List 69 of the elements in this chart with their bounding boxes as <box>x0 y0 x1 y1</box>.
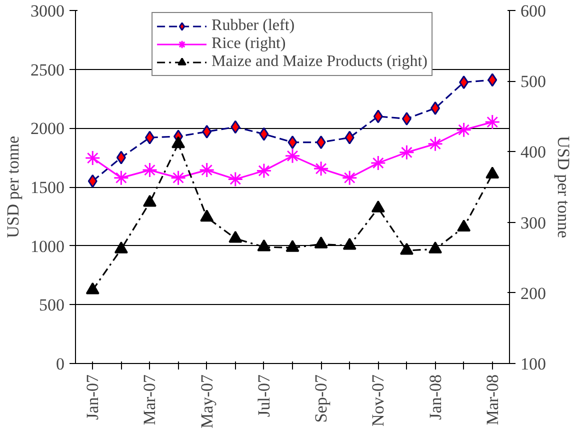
point <box>257 239 271 252</box>
point <box>314 236 328 248</box>
point <box>342 170 358 186</box>
point <box>284 148 300 164</box>
point <box>370 155 386 171</box>
point <box>199 162 215 178</box>
legend-label: Maize and Maize Products (right) <box>212 53 428 71</box>
y2-tick-label: 400 <box>520 142 546 162</box>
point <box>202 124 212 138</box>
y2-tick-label: 600 <box>520 2 546 20</box>
point <box>430 101 440 115</box>
y-tick-label: 2000 <box>30 119 64 138</box>
x-tick-label: Nov-07 <box>368 374 388 426</box>
y-axis-title: USD per tonne <box>4 136 22 238</box>
x-tick-label: Mar-08 <box>482 374 502 426</box>
point <box>84 150 100 166</box>
point <box>228 230 242 243</box>
point <box>342 238 356 250</box>
x-tick-label: Jul-07 <box>254 374 274 417</box>
y-tick-label: 500 <box>39 296 64 315</box>
point <box>259 127 269 141</box>
point <box>113 170 129 186</box>
point <box>86 282 100 294</box>
point <box>459 76 469 90</box>
y2-axis-title: USD per tonne <box>554 136 573 238</box>
point <box>313 160 329 176</box>
point <box>256 163 272 179</box>
point <box>402 112 412 126</box>
point <box>428 241 442 254</box>
point <box>488 73 498 87</box>
point <box>344 130 354 144</box>
point <box>142 194 156 207</box>
y2-tick-label: 300 <box>520 213 546 232</box>
point <box>456 122 472 138</box>
x-tick-label: Mar-07 <box>140 374 160 426</box>
point <box>142 162 158 178</box>
point <box>486 166 500 179</box>
point <box>316 136 326 150</box>
point <box>116 150 126 164</box>
point <box>398 144 414 160</box>
point <box>200 210 214 222</box>
x-tick-label: Jan-07 <box>83 374 102 420</box>
y-tick-label: 3000 <box>30 2 64 20</box>
point <box>428 136 444 152</box>
point <box>371 200 385 212</box>
point <box>230 120 240 134</box>
y2-tick-label: 100 <box>520 354 546 374</box>
x-tick-label: Jan-08 <box>426 374 445 420</box>
point <box>170 170 186 186</box>
x-tick-label: May-07 <box>197 374 216 428</box>
y2-tick-label: 500 <box>520 72 546 92</box>
y2-tick-label: 200 <box>520 284 546 303</box>
point <box>400 242 414 255</box>
point <box>373 110 383 124</box>
legend-label: Rice (right) <box>212 35 286 53</box>
point <box>228 171 244 187</box>
x-tick-label: Sep-07 <box>312 374 331 423</box>
y-tick-label: 1000 <box>30 236 64 256</box>
point <box>88 174 98 188</box>
point <box>286 240 300 252</box>
y-tick-label: 0 <box>56 354 64 374</box>
point <box>144 130 154 144</box>
y-tick-label: 2500 <box>30 60 64 80</box>
y-tick-label: 1500 <box>30 178 64 197</box>
legend-label: Rubber (left) <box>212 17 295 35</box>
point <box>288 136 298 150</box>
point <box>484 114 500 130</box>
point <box>114 241 128 254</box>
point <box>457 220 471 232</box>
